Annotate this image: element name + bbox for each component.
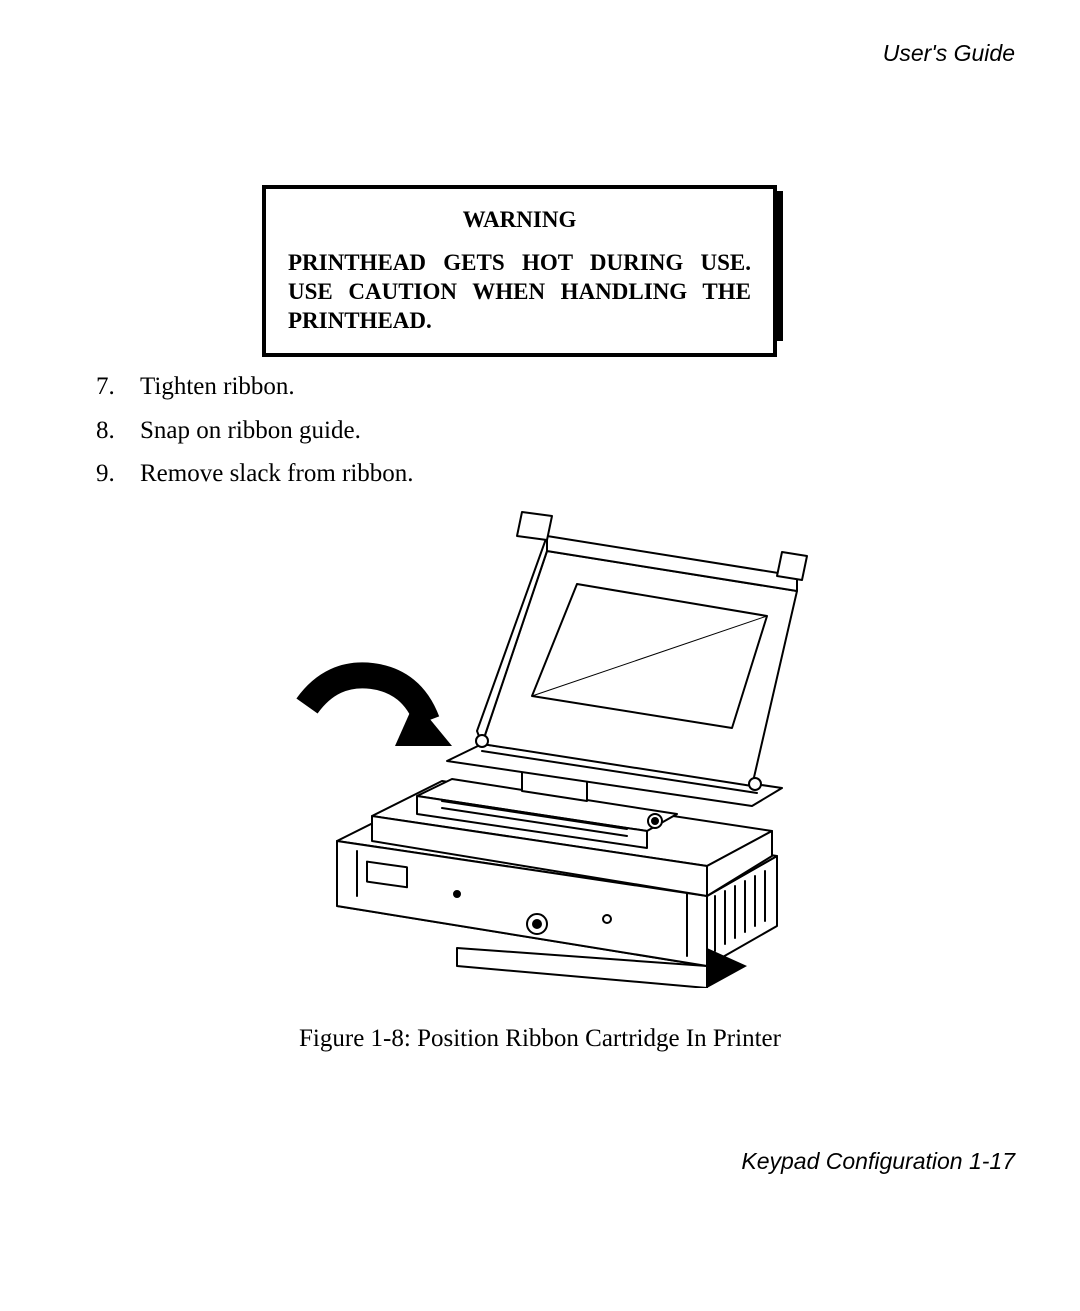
step-number: 7. bbox=[96, 368, 140, 406]
running-header: User's Guide bbox=[883, 40, 1015, 67]
step-text: Snap on ribbon guide. bbox=[140, 412, 956, 450]
warning-container: WARNING PRINTHEAD GETS HOT DURING USE. U… bbox=[262, 185, 777, 357]
step-number: 9. bbox=[96, 455, 140, 493]
printer-line-art-icon bbox=[277, 496, 822, 988]
running-footer: Keypad Configuration 1-17 bbox=[741, 1148, 1015, 1175]
insert-arrow-icon bbox=[307, 675, 452, 746]
figure-printer-illustration bbox=[277, 496, 822, 988]
figure-caption: Figure 1-8: Position Ribbon Cartridge In… bbox=[0, 1025, 1080, 1053]
list-item: 9. Remove slack from ribbon. bbox=[96, 455, 956, 493]
warning-body: PRINTHEAD GETS HOT DURING USE. USE CAUTI… bbox=[288, 249, 751, 335]
list-item: 8. Snap on ribbon guide. bbox=[96, 412, 956, 450]
page-root: User's Guide WARNING PRINTHEAD GETS HOT … bbox=[0, 0, 1080, 1311]
step-number: 8. bbox=[96, 412, 140, 450]
warning-title: WARNING bbox=[288, 207, 751, 233]
list-item: 7. Tighten ribbon. bbox=[96, 368, 956, 406]
step-text: Tighten ribbon. bbox=[140, 368, 956, 406]
step-list: 7. Tighten ribbon. 8. Snap on ribbon gui… bbox=[96, 368, 956, 499]
warning-box: WARNING PRINTHEAD GETS HOT DURING USE. U… bbox=[262, 185, 777, 357]
step-text: Remove slack from ribbon. bbox=[140, 455, 956, 493]
